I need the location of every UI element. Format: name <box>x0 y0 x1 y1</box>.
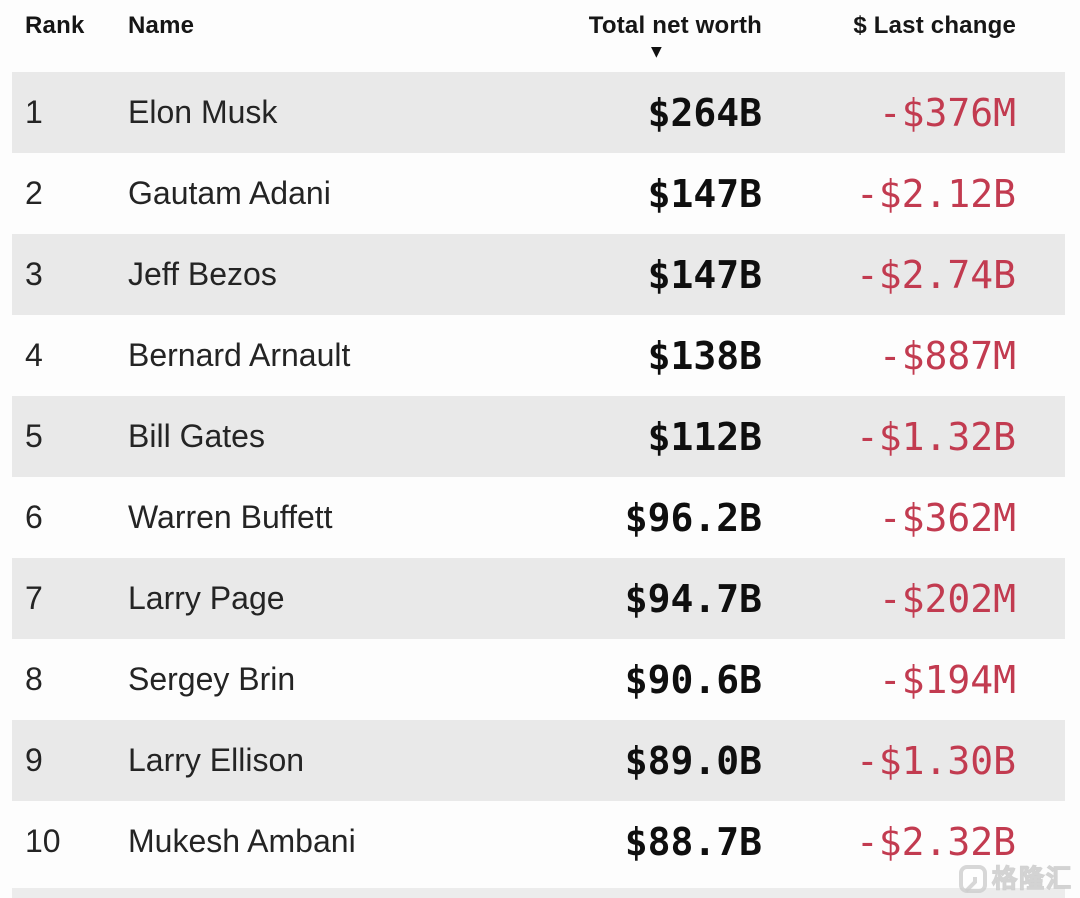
name-value: Jeff Bezos <box>128 256 277 292</box>
name-value: Larry Page <box>128 580 285 616</box>
column-header-rank: Rank <box>25 12 85 39</box>
name-value: Larry Ellison <box>128 742 305 778</box>
last-change-value: -$362M <box>878 495 1016 540</box>
name-value: Mukesh Ambani <box>128 823 356 859</box>
table-row[interactable]: 2 Gautam Adani $147B -$2.12B <box>12 153 1065 234</box>
net-worth-value: $147B <box>647 252 762 297</box>
net-worth-value: $96.2B <box>624 495 762 540</box>
rank-value: 7 <box>25 580 43 616</box>
name-value: Bill Gates <box>128 418 265 454</box>
last-change-value: -$1.32B <box>855 414 1016 459</box>
column-header-last-change: $ Last change <box>853 12 1016 39</box>
next-row-partial <box>12 888 1065 898</box>
name-value: Warren Buffett <box>128 499 333 535</box>
rank-value: 6 <box>25 499 43 535</box>
table-body: 1 Elon Musk $264B -$376M 2 Gautam Adani … <box>0 72 1080 882</box>
last-change-value: -$194M <box>878 657 1016 702</box>
table-row[interactable]: 3 Jeff Bezos $147B -$2.74B <box>12 234 1065 315</box>
table-row[interactable]: 6 Warren Buffett $96.2B -$362M <box>12 477 1065 558</box>
table-row[interactable]: 10 Mukesh Ambani $88.7B -$2.32B <box>12 801 1065 882</box>
last-change-value: -$887M <box>878 333 1016 378</box>
net-worth-value: $264B <box>647 90 762 135</box>
table-row[interactable]: 7 Larry Page $94.7B -$202M <box>12 558 1065 639</box>
column-header-net-worth-label: Total net worth <box>588 12 762 39</box>
rank-value: 8 <box>25 661 43 697</box>
rank-value: 5 <box>25 418 43 454</box>
name-value: Bernard Arnault <box>128 337 351 373</box>
last-change-value: -$1.30B <box>855 738 1016 783</box>
rank-value: 3 <box>25 256 43 292</box>
last-change-value: -$2.74B <box>855 252 1016 297</box>
table-header: Rank Name Total net worth ▼ $ Last chang… <box>12 0 1065 72</box>
table-row[interactable]: 8 Sergey Brin $90.6B -$194M <box>12 639 1065 720</box>
net-worth-value: $88.7B <box>624 819 762 864</box>
table-row[interactable]: 5 Bill Gates $112B -$1.32B <box>12 396 1065 477</box>
rank-value: 4 <box>25 337 43 373</box>
name-value: Elon Musk <box>128 94 278 130</box>
name-value: Gautam Adani <box>128 175 331 211</box>
last-change-value: -$2.32B <box>855 819 1016 864</box>
net-worth-value: $90.6B <box>624 657 762 702</box>
net-worth-value: $94.7B <box>624 576 762 621</box>
net-worth-value: $138B <box>647 333 762 378</box>
net-worth-value: $147B <box>647 171 762 216</box>
last-change-value: -$202M <box>878 576 1016 621</box>
table-row[interactable]: 4 Bernard Arnault $138B -$887M <box>12 315 1065 396</box>
last-change-value: -$376M <box>878 90 1016 135</box>
table-row[interactable]: 1 Elon Musk $264B -$376M <box>12 72 1065 153</box>
name-value: Sergey Brin <box>128 661 296 697</box>
column-header-net-worth[interactable]: Total net worth ▼ <box>505 12 762 59</box>
rank-value: 9 <box>25 742 43 778</box>
sort-desc-icon[interactable]: ▼ <box>651 44 662 60</box>
net-worth-value: $89.0B <box>624 738 762 783</box>
rank-value: 2 <box>25 175 43 211</box>
last-change-value: -$2.12B <box>855 171 1016 216</box>
rank-value: 1 <box>25 94 43 130</box>
column-header-name: Name <box>128 12 195 39</box>
table-row[interactable]: 9 Larry Ellison $89.0B -$1.30B <box>12 720 1065 801</box>
rank-value: 10 <box>25 823 61 859</box>
net-worth-value: $112B <box>647 414 762 459</box>
